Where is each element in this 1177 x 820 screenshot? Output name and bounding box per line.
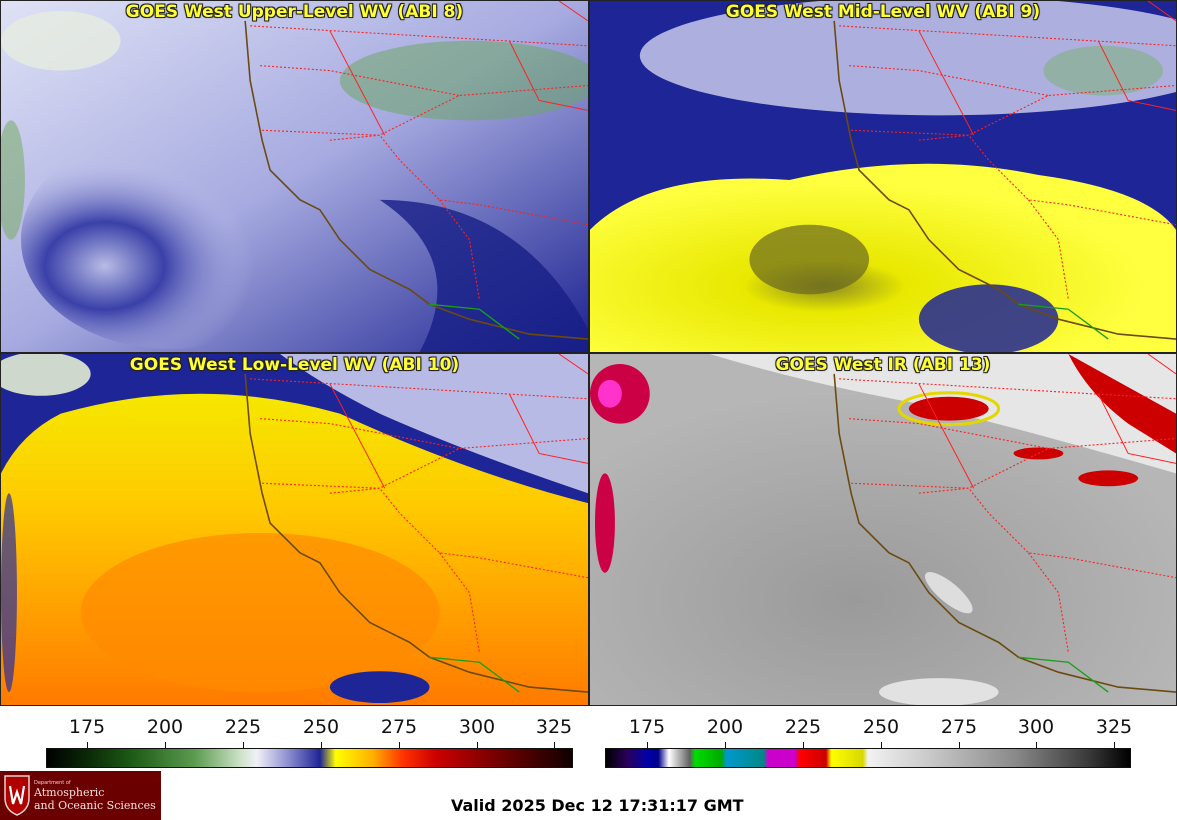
logo-name-line2: and Oceanic Sciences — [34, 799, 156, 812]
upper-level-map-overlay — [244, 1, 588, 340]
ir-tick-mark — [881, 742, 882, 748]
wv-colorbar — [46, 748, 573, 768]
wv-tick-mark — [399, 742, 400, 748]
ir-tick-label: 200 — [706, 716, 744, 738]
wv-tick-mark — [554, 742, 555, 748]
ir-colorbar-labels: 175 200 225 250 275 300 325 — [0, 716, 1177, 742]
wv-tick-label: 300 — [458, 716, 496, 738]
ir-tick-label: 225 — [784, 716, 822, 738]
ir-tick-mark — [803, 742, 804, 748]
low-level-wv-panel: GOES West Low-Level WV (ABI 10) — [0, 353, 589, 706]
wv-tick-mark — [321, 742, 322, 748]
uw-crest-icon — [4, 775, 30, 816]
upper-level-wv-panel: GOES West Upper-Level WV (ABI 8) — [0, 0, 589, 353]
wv-tick-mark — [477, 742, 478, 748]
ir-image — [590, 354, 1176, 705]
logo-dept-text: Department of — [34, 780, 71, 786]
ir-tick-mark — [959, 742, 960, 748]
panel-title: GOES West Low-Level WV (ABI 10) — [129, 355, 460, 375]
logo-name-line1: Atmospheric — [34, 786, 105, 799]
uw-aos-logo: Department of Atmospheric and Oceanic Sc… — [0, 771, 161, 820]
ir-tick-mark — [647, 742, 648, 748]
ir-tick-label: 325 — [1095, 716, 1133, 738]
ir-tick-label: 275 — [940, 716, 978, 738]
ir-tick-label: 250 — [862, 716, 900, 738]
panel-title: GOES West Upper-Level WV (ABI 8) — [125, 2, 464, 22]
wv-tick-label: 250 — [302, 716, 340, 738]
wv-colorbar-labels: 175 200 225 250 275 300 325 — [0, 716, 589, 742]
logo-name: Atmospheric and Oceanic Sciences — [34, 786, 156, 812]
wv-tick-label: 175 — [68, 716, 106, 738]
ir-tick-label: 300 — [1017, 716, 1055, 738]
ir-tick-mark — [725, 742, 726, 748]
panel-title: GOES West IR (ABI 13) — [775, 355, 991, 375]
low-level-wv-image — [1, 354, 588, 705]
ir-colorbar — [605, 748, 1131, 768]
ir-tick-mark — [1036, 742, 1037, 748]
mid-level-wv-panel: GOES West Mid-Level WV (ABI 9) — [589, 0, 1177, 353]
ir-panel: GOES West IR (ABI 13) — [589, 353, 1177, 706]
valid-time: Valid 2025 Dec 12 17:31:17 GMT — [451, 796, 744, 815]
panel-title: GOES West Mid-Level WV (ABI 9) — [725, 2, 1041, 22]
wv-tick-label: 275 — [380, 716, 418, 738]
wv-tick-mark — [165, 742, 166, 748]
mid-level-map-overlay — [833, 1, 1176, 340]
ir-tick-label: 175 — [628, 716, 666, 738]
ir-tick-mark — [1114, 742, 1115, 748]
wv-tick-label: 200 — [146, 716, 184, 738]
ir-map-overlay — [833, 354, 1176, 693]
low-level-map-overlay — [244, 354, 588, 693]
mid-level-wv-image — [590, 1, 1176, 352]
wv-tick-label: 325 — [535, 716, 573, 738]
wv-tick-label: 225 — [224, 716, 262, 738]
wv-tick-mark — [243, 742, 244, 748]
upper-level-wv-image — [1, 1, 588, 352]
wv-tick-mark — [87, 742, 88, 748]
